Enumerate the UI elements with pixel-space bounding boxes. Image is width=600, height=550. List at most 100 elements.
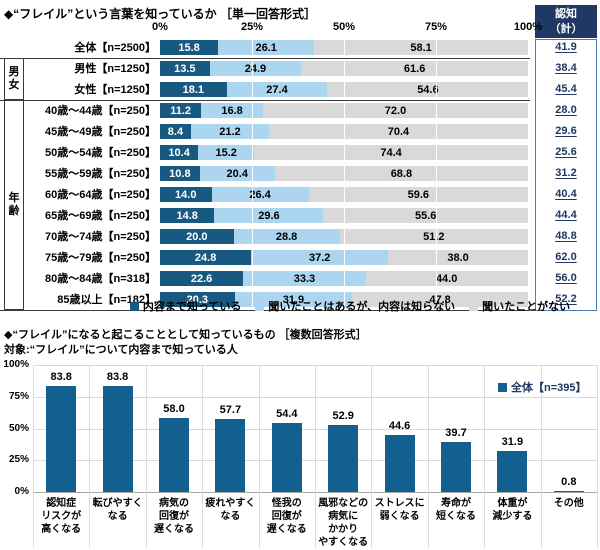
stacked-bar-chart: 0% 25% 50% 75% 100% 全体【n=2500】 15.8 26.1 58.1 41.… (0, 21, 577, 311)
recognition-value: 25.6 (555, 146, 577, 158)
category-label: 転びやすく なる (92, 498, 143, 522)
recognition-value: 41.9 (555, 41, 577, 53)
recognition-value: 56.0 (555, 272, 577, 284)
group-separator (0, 100, 530, 101)
recognition-value: 62.0 (555, 251, 577, 263)
bar-segment-heard: 26.4 (211, 187, 309, 202)
column-separator (371, 365, 373, 548)
bar (497, 451, 528, 492)
bar-segment-never: 51.2 (339, 229, 528, 244)
bar-segment-know: 15.8 (160, 40, 219, 55)
x-axis-tick: 75% (424, 21, 448, 33)
row-label: 60歳～64歳【n=250】 (45, 189, 156, 201)
y-axis-tick: 50% (8, 422, 29, 434)
bar-segment-heard: 20.4 (199, 166, 275, 181)
row-label: 45歳～49歳【n=250】 (45, 126, 156, 138)
bar (159, 418, 189, 492)
chart2-title: ◆“フレイル”になると起こることとして知っているもの ［複数回答形式］ (4, 329, 367, 341)
bar-segment-know: 14.8 (160, 208, 215, 223)
y-axis-tick: 75% (8, 390, 29, 402)
legend-swatch (129, 301, 139, 311)
x-axis-tick: 0% (152, 21, 168, 33)
recognition-value: 31.2 (555, 167, 577, 179)
bar-segment-heard: 26.1 (218, 40, 315, 55)
bar-segment-heard: 37.2 (251, 250, 389, 265)
bar-segment-know: 22.6 (160, 271, 244, 286)
legend-label-total: 全体【n=395】 (511, 382, 587, 394)
y-axis-tick: 25% (8, 454, 29, 466)
bar-segment-never: 44.0 (365, 271, 528, 286)
row-label: 80歳～84歳【n=318】 (45, 273, 156, 285)
bar (102, 385, 133, 492)
bar-segment-know: 20.0 (160, 229, 234, 244)
category-label: 病気の 回復が 遅くなる (153, 498, 194, 535)
legend-item: 聞いたことがない (469, 298, 570, 314)
legend-label: 内容まで知っている (142, 301, 242, 313)
recognition-value: 48.8 (555, 230, 577, 242)
chart1-title: ◆“フレイル”という言葉を知っているか ［単一回答形式］ (4, 7, 316, 21)
recognition-value: 52.2 (555, 293, 577, 305)
row-label: 70歳～74歳【n=250】 (45, 231, 156, 243)
bar-segment-never: 58.1 (314, 40, 528, 55)
y-axis-tick: 100% (3, 359, 29, 370)
chart2-subtitle: 対象:“フレイル”について内容まで知っている人 (4, 344, 238, 356)
column-separator (597, 365, 598, 548)
group-separator (0, 58, 530, 59)
bar (271, 422, 302, 492)
category-label: 認知症 リスクが 高くなる (41, 498, 82, 535)
bar-value-label: 0.8 (561, 475, 577, 488)
recognition-value: 44.4 (555, 209, 577, 221)
bar-segment-never: 72.0 (263, 103, 528, 118)
row-label: 男性【n=1250】 (74, 63, 156, 75)
category-label: 怪我の 回復が 遅くなる (266, 498, 307, 535)
group-box: 年 齢 (4, 100, 24, 310)
gridline-vertical (436, 40, 437, 307)
bar-value-label: 57.7 (219, 403, 242, 416)
bar-value-label: 44.6 (388, 420, 411, 433)
legend-item: 内容まで知っている (129, 298, 242, 314)
legend-label: 聞いたことがない (482, 301, 571, 313)
recognition-value: 40.4 (555, 188, 577, 200)
bar (553, 490, 584, 492)
column-separator (33, 365, 34, 548)
group-box: 男 女 (4, 58, 24, 100)
x-axis-tick: 100% (513, 21, 543, 33)
group-separator (0, 310, 530, 311)
bar-segment-know: 20.3 (160, 292, 235, 307)
bar-value-label: 83.8 (106, 370, 129, 383)
bar-segment-know: 18.1 (160, 82, 227, 97)
bar-segment-never: 70.4 (268, 124, 528, 139)
category-label: 体重が 減少する (492, 498, 533, 522)
category-label: 疲れやすく なる (205, 498, 256, 522)
bar (328, 424, 359, 492)
bar (384, 435, 415, 492)
bar-segment-know: 10.8 (160, 166, 200, 181)
chart2-legend: 全体【n=395】 (498, 379, 587, 395)
bar-value-label: 52.9 (332, 409, 354, 422)
column-separator (145, 365, 147, 548)
bar-segment-never: 74.4 (254, 145, 528, 160)
y-axis-tick: 0% (14, 486, 29, 497)
bar-segment-know: 10.4 (160, 145, 199, 160)
vertical-bar-chart: 100% 75% 50% 25% 0% 83.8 認知症 リスクが 高くなる 83.8 転びやす… (0, 355, 600, 550)
category-label: 寿命が 短くなる (435, 498, 476, 522)
bar-value-label: 58.0 (163, 403, 185, 416)
legend-label: 聞いたことはあるが、内容は知らない (268, 301, 456, 313)
bar-segment-never: 68.8 (274, 166, 528, 181)
recognition-value: 38.4 (555, 62, 577, 74)
bar-segment-heard: 15.2 (198, 145, 255, 160)
row-label: 全体【n=2500】 (74, 42, 156, 54)
bar-value-label: 31.9 (501, 436, 524, 449)
category-label: 風邪などの 病気に かかり やすくなる (318, 498, 369, 548)
bar-segment-heard: 27.4 (226, 82, 328, 97)
x-axis-tick: 25% (240, 21, 264, 33)
column-separator (484, 365, 486, 548)
column-separator (258, 365, 260, 548)
bar (215, 418, 246, 492)
gridline-vertical (344, 40, 345, 307)
recognition-column (535, 39, 597, 311)
bar-segment-heard: 29.6 (214, 208, 324, 223)
column-separator (202, 365, 204, 548)
bar-segment-heard: 28.8 (233, 229, 340, 244)
